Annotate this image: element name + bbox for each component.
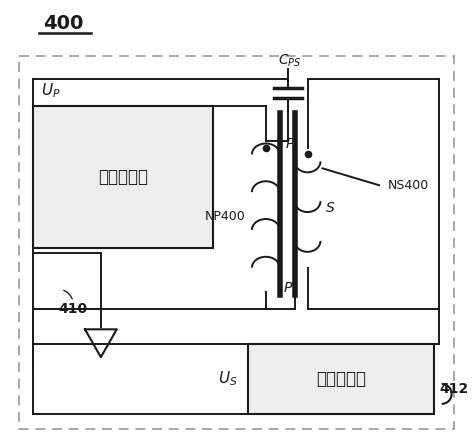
Text: $U_S$: $U_S$ [218,369,238,389]
Text: 信号接收器: 信号接收器 [316,370,366,388]
Text: 410: 410 [58,303,87,316]
Text: 信号产生器: 信号产生器 [98,168,148,186]
Text: S: S [325,201,334,215]
Text: NP400: NP400 [205,210,246,222]
Text: NS400: NS400 [388,179,429,192]
Bar [19,56,454,429]
Text: 400: 400 [43,14,83,33]
Text: $C_{PS}$: $C_{PS}$ [278,53,301,69]
Bar [33,106,213,248]
Bar [248,344,434,414]
Text: P': P' [284,280,296,295]
Text: P: P [285,137,294,152]
Text: $U_P$: $U_P$ [41,82,61,100]
Text: 412: 412 [439,382,468,396]
